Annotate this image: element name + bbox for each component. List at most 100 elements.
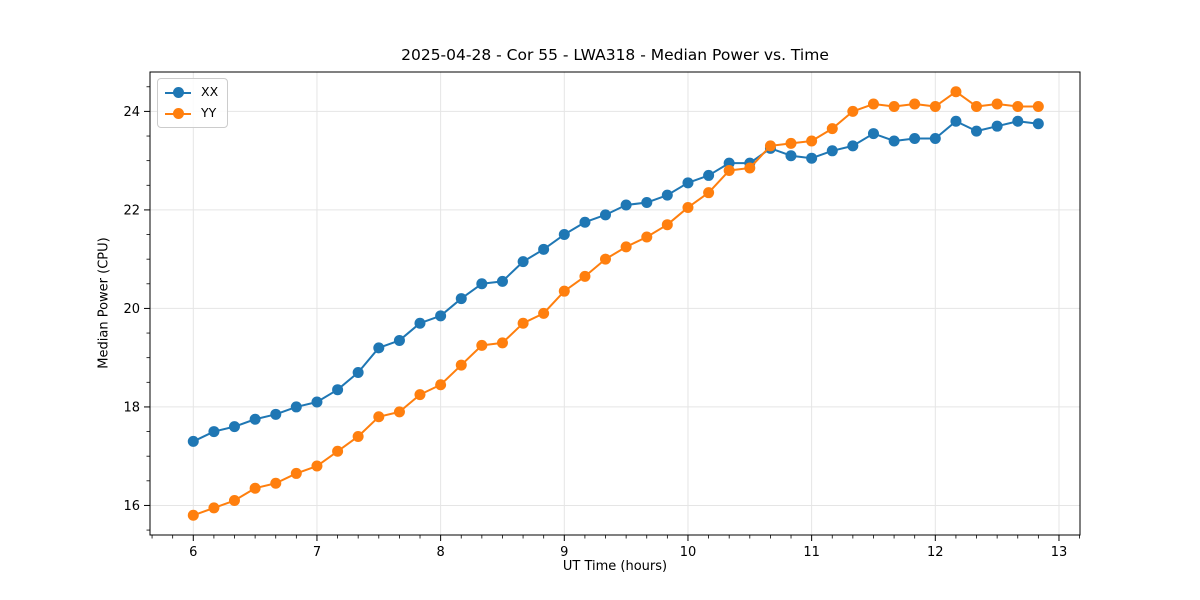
legend: XX YY (157, 78, 229, 128)
data-point-yy (311, 460, 323, 472)
data-point-yy (558, 285, 570, 297)
data-point-xx (641, 197, 653, 209)
data-point-xx (950, 115, 962, 127)
data-point-xx (332, 384, 344, 396)
data-point-yy (517, 317, 529, 329)
legend-item-yy: YY (165, 104, 218, 123)
data-point-xx (867, 128, 879, 140)
data-point-yy (393, 406, 405, 418)
data-point-yy (435, 379, 447, 391)
data-point-yy (579, 270, 591, 282)
data-point-xx (517, 256, 529, 268)
y-tick-label: 18 (123, 400, 140, 415)
data-point-xx (991, 120, 1003, 132)
series-line-yy (192, 90, 1039, 517)
data-point-yy (290, 467, 302, 479)
data-point-xx (826, 145, 838, 157)
data-point-xx (270, 408, 282, 420)
data-point-xx (393, 334, 405, 346)
data-point-xx (1012, 115, 1024, 127)
data-point-yy (620, 241, 632, 253)
data-point-yy (476, 339, 488, 351)
data-point-yy (682, 201, 694, 213)
y-axis-label: Median Power (CPU) (96, 237, 112, 369)
data-point-yy (414, 389, 426, 401)
data-point-xx (785, 150, 797, 162)
data-point-yy (270, 477, 282, 489)
legend-label-xx: XX (201, 84, 219, 100)
data-point-yy (496, 337, 508, 349)
y-tick-label: 16 (123, 499, 140, 514)
data-point-xx (847, 140, 859, 152)
data-point-xx (909, 132, 921, 144)
data-point-yy (352, 430, 364, 442)
x-tick-label: 9 (560, 545, 568, 560)
y-tick-label: 24 (123, 105, 140, 120)
data-point-yy (764, 140, 776, 152)
data-point-xx (476, 278, 488, 290)
legend-label-yy: YY (201, 105, 217, 121)
data-point-xx (187, 435, 199, 447)
x-tick-label: 8 (436, 545, 444, 560)
data-point-yy (744, 162, 756, 174)
data-point-yy (599, 253, 611, 265)
data-point-xx (1032, 118, 1044, 130)
x-tick-label: 13 (1051, 545, 1068, 560)
data-point-xx (579, 216, 591, 228)
axes-spines (149, 71, 1081, 536)
data-point-yy (332, 445, 344, 457)
data-point-xx (558, 229, 570, 241)
data-point-yy (249, 482, 261, 494)
data-point-xx (888, 135, 900, 147)
data-point-xx (311, 396, 323, 408)
x-axis-label: UT Time (hours) (562, 559, 668, 574)
data-point-yy (909, 98, 921, 110)
data-point-yy (455, 359, 467, 371)
data-point-yy (661, 219, 673, 231)
data-point-xx (249, 413, 261, 425)
data-point-yy (867, 98, 879, 110)
data-point-xx (352, 366, 364, 378)
x-tick-label: 6 (189, 545, 197, 560)
y-tick-label: 22 (123, 203, 140, 218)
data-point-yy (806, 135, 818, 147)
data-point-yy (208, 502, 220, 514)
data-point-yy (1012, 100, 1024, 112)
data-point-yy (929, 100, 941, 112)
data-point-yy (373, 411, 385, 423)
data-point-xx (703, 169, 715, 181)
data-point-yy (950, 86, 962, 98)
data-point-yy (538, 307, 550, 319)
data-point-xx (455, 293, 467, 305)
data-point-yy (228, 495, 240, 507)
legend-marker-yy-icon (165, 108, 191, 120)
legend-marker-xx-icon (165, 87, 191, 99)
data-point-xx (620, 199, 632, 211)
data-point-xx (682, 177, 694, 189)
data-point-xx (373, 342, 385, 354)
data-point-xx (496, 275, 508, 287)
data-point-yy (970, 100, 982, 112)
data-point-xx (929, 132, 941, 144)
data-point-xx (208, 426, 220, 438)
data-point-yy (888, 100, 900, 112)
data-point-xx (599, 209, 611, 221)
data-point-yy (847, 105, 859, 117)
series-line-xx (192, 120, 1039, 443)
chart-title: 2025-04-28 - Cor 55 - LWA318 - Median Po… (401, 46, 829, 64)
data-point-yy (641, 231, 653, 243)
data-point-yy (723, 165, 735, 177)
data-point-yy (991, 98, 1003, 110)
data-point-xx (228, 421, 240, 433)
y-tick-label: 20 (123, 302, 140, 317)
data-point-xx (970, 125, 982, 137)
x-tick-label: 12 (927, 545, 944, 560)
data-point-xx (538, 243, 550, 255)
data-point-yy (187, 509, 199, 521)
x-tick-label: 7 (313, 545, 321, 560)
data-point-xx (661, 189, 673, 201)
data-point-xx (806, 152, 818, 164)
data-point-yy (1032, 100, 1044, 112)
data-point-xx (435, 310, 447, 322)
